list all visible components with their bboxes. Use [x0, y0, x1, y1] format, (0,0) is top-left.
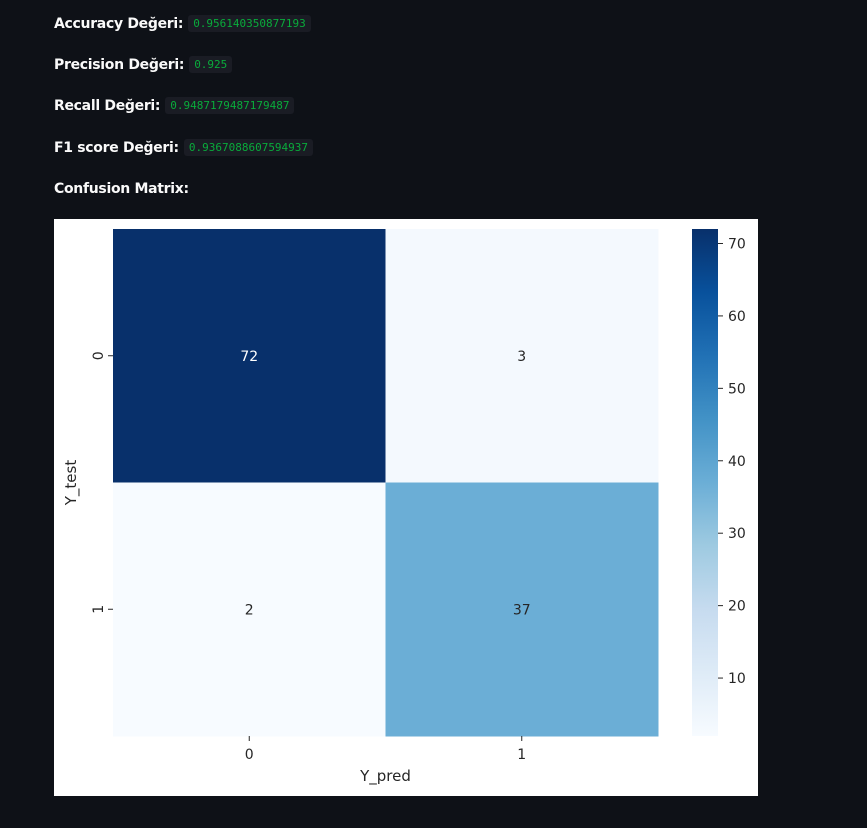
- recall-value: 0.9487179487179487: [165, 97, 295, 114]
- colorbar: [692, 229, 718, 736]
- f1-value: 0.9367088607594937: [183, 139, 314, 156]
- x-tick-label-0: 0: [245, 747, 254, 763]
- y-axis-label: Y_test: [62, 460, 81, 507]
- colorbar-tick-label-3: 40: [728, 454, 746, 470]
- heatmap-cell-1-0: [113, 482, 386, 737]
- f1-metric: F1 score Değeri: 0.9367088607594937: [54, 139, 314, 156]
- confusion-matrix-figure: 72 3 2 37 0 1 0 1 Y_pred Y_test 10 20 30 40 50 60 70: [54, 219, 758, 796]
- f1-label: F1 score Değeri:: [54, 139, 179, 156]
- colorbar-tick-label-0: 10: [728, 671, 746, 687]
- cell-annotation-1-1: 37: [513, 602, 531, 618]
- colorbar-tick-label-6: 70: [728, 236, 746, 252]
- heatmap-cell-0-0: [113, 229, 386, 483]
- colorbar-tick-label-1: 20: [728, 599, 746, 615]
- accuracy-metric: Accuracy Değeri: 0.956140350877193: [54, 15, 311, 32]
- precision-metric: Precision Değeri: 0.925: [54, 56, 233, 73]
- x-tick-label-1: 1: [517, 747, 526, 763]
- heatmap-cell-1-1: [385, 482, 659, 737]
- cell-annotation-1-0: 2: [245, 602, 254, 618]
- recall-metric: Recall Değeri: 0.9487179487179487: [54, 97, 295, 114]
- colorbar-tick-label-5: 60: [728, 309, 746, 325]
- y-tick-label-0: 0: [91, 351, 107, 360]
- x-axis-label: Y_pred: [359, 767, 411, 786]
- precision-label: Precision Değeri:: [54, 56, 185, 73]
- accuracy-label: Accuracy Değeri:: [54, 15, 184, 32]
- confusion-matrix-label: Confusion Matrix:: [54, 181, 189, 197]
- recall-label: Recall Değeri:: [54, 97, 161, 114]
- colorbar-tick-label-4: 50: [728, 381, 746, 397]
- colorbar-tick-label-2: 30: [728, 526, 746, 542]
- accuracy-value: 0.956140350877193: [188, 15, 311, 32]
- cell-annotation-0-0: 72: [240, 349, 258, 365]
- precision-value: 0.925: [189, 56, 233, 73]
- y-tick-label-1: 1: [91, 605, 107, 614]
- heatmap-cell-0-1: [385, 229, 659, 483]
- cell-annotation-0-1: 3: [517, 349, 526, 365]
- confusion-matrix-heading: Confusion Matrix:: [54, 181, 189, 197]
